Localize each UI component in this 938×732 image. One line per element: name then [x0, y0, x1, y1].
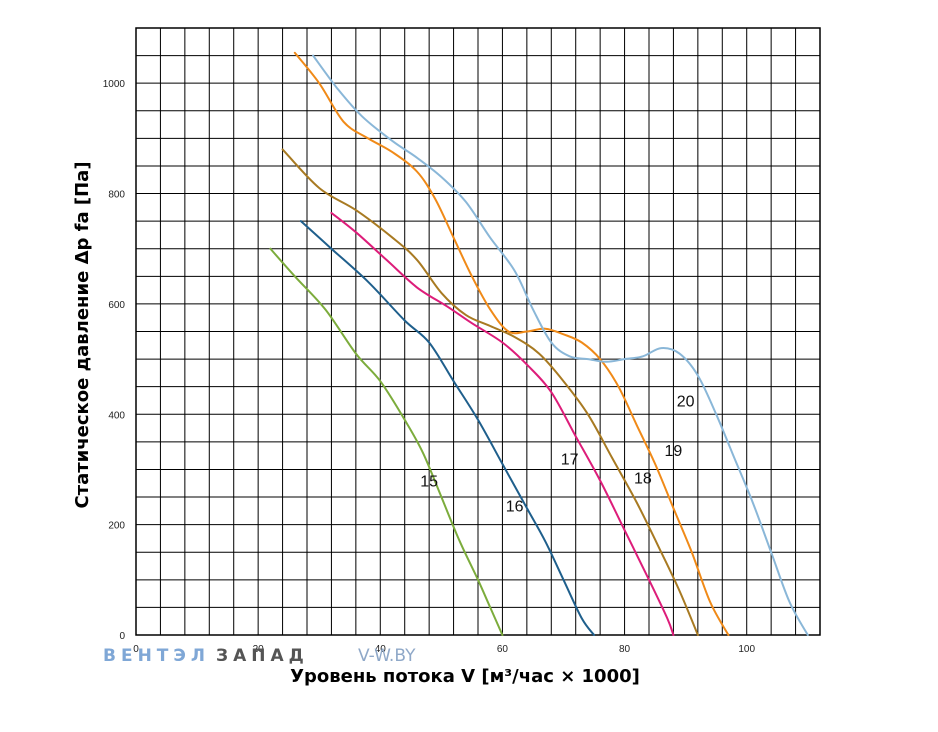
curves	[269, 51, 809, 636]
watermark: ВЕНТЭЛ ЗАПАД V-W.BY	[103, 646, 416, 666]
curve-20	[312, 54, 809, 636]
y-tick-label: 0	[119, 631, 125, 642]
y-tick-labels: 0 200 400 600 800 1000	[103, 79, 126, 642]
y-tick-label: 1000	[103, 79, 126, 90]
y-tick-label: 200	[108, 521, 125, 532]
curve-16	[299, 220, 595, 636]
x-tick-labels: 0 20 40 60 80 100	[133, 644, 755, 655]
curve-18	[281, 148, 699, 636]
watermark-part2: ЗАПАД	[216, 646, 309, 666]
y-tick-label: 600	[108, 300, 125, 311]
y-axis-title: Статическое давление Δp fa [Па]	[72, 161, 93, 508]
curve-label-20: 20	[677, 393, 695, 410]
curve-label-15: 15	[420, 473, 438, 490]
y-tick-label: 800	[108, 190, 125, 201]
x-axis-title: Уровень потока V [м³/час × 1000]	[290, 666, 640, 687]
curve-17	[330, 211, 675, 636]
plot-frame	[135, 27, 821, 636]
watermark-part1: ВЕНТЭЛ	[103, 646, 210, 666]
curve-label-18: 18	[634, 471, 652, 488]
curve-labels: 15 16 17 18 19 20	[420, 393, 694, 515]
grid	[135, 27, 821, 636]
x-tick-label: 40	[375, 644, 387, 655]
x-tick-label: 0	[133, 644, 139, 655]
curve-label-17: 17	[561, 451, 579, 468]
x-tick-label: 100	[738, 644, 755, 655]
curve-15	[269, 247, 504, 636]
curve-label-16: 16	[506, 498, 524, 515]
curve-19	[293, 51, 730, 636]
x-tick-label: 80	[619, 644, 631, 655]
y-tick-label: 400	[108, 410, 125, 421]
curve-label-19: 19	[665, 443, 683, 460]
x-tick-label: 20	[253, 644, 265, 655]
watermark-part3: V-W.BY	[358, 646, 416, 666]
x-tick-label: 60	[497, 644, 509, 655]
